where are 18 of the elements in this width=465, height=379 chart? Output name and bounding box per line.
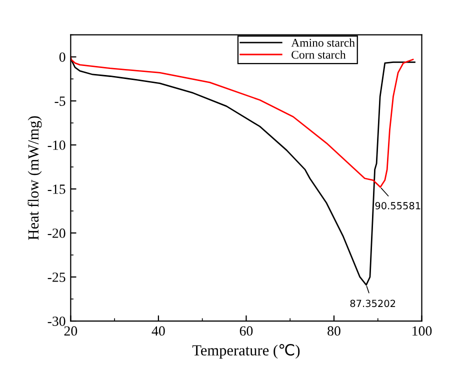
x-tick-label: 80 <box>328 326 340 336</box>
x-tick-label: 40 <box>152 326 165 336</box>
x-tick-label: 60 <box>240 326 253 336</box>
x-tick-label: 100 <box>412 326 432 336</box>
y-tick-label: 0 <box>59 52 66 62</box>
y-axis-title: Heat flow (mW/mg) <box>28 116 42 240</box>
legend-label: Amino starch <box>291 38 355 47</box>
annotation: 87.35202 <box>350 300 396 308</box>
y-tick-label: -15 <box>48 184 66 194</box>
y-tick-label: -10 <box>48 140 66 150</box>
y-tick-label: -25 <box>48 272 66 282</box>
y-tick-label: -5 <box>54 96 66 106</box>
x-tick-label: 20 <box>64 326 78 336</box>
x-axis-title: Temperature (℃) <box>192 344 300 359</box>
y-tick-label: -20 <box>48 228 66 238</box>
annotation: 90.55581 <box>375 202 420 210</box>
legend-label: Corn starch <box>292 50 346 59</box>
y-tick-label: -30 <box>48 316 66 326</box>
